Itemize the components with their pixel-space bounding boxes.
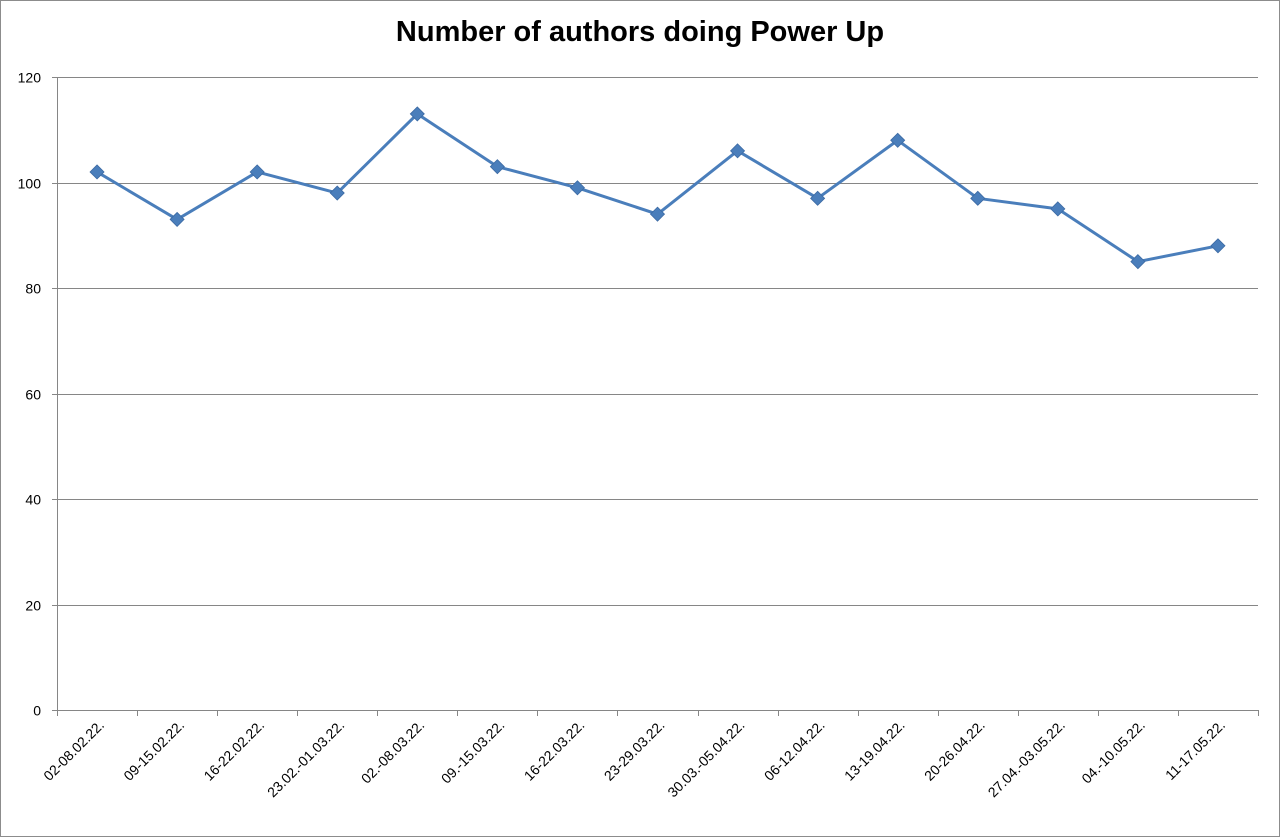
x-tick-label: 02-08.02.22. [40, 717, 107, 784]
data-point-marker [409, 106, 425, 122]
y-tick-label: 40 [25, 492, 41, 508]
data-point-marker [730, 143, 746, 159]
x-tick-label: 16-22.02.22. [200, 717, 267, 784]
x-tick-label: 20-26.04.22. [921, 717, 988, 784]
data-point-marker [810, 190, 826, 206]
data-point-marker [1210, 238, 1226, 254]
gridlines [57, 77, 1258, 606]
x-tick-label: 09.-15.03.22. [438, 717, 508, 787]
y-tick-label: 60 [25, 387, 41, 403]
x-tick-label: 23-29.03.22. [601, 717, 668, 784]
x-tick-label: 11-17.05.22. [1162, 717, 1228, 783]
y-tick-label: 80 [25, 281, 41, 297]
x-tick-label: 27.04.-03.05.22. [985, 717, 1068, 800]
data-point-marker [489, 159, 505, 175]
data-point-marker [89, 164, 105, 180]
x-tick-label: 16-22.03.22. [521, 717, 588, 784]
series-line [95, 112, 1220, 264]
data-point-marker [649, 206, 666, 222]
data-point-marker [249, 164, 265, 180]
chart-title: Number of authors doing Power Up [395, 16, 885, 48]
x-tick-label: 02.-08.03.22. [358, 717, 428, 787]
data-point-marker [890, 132, 906, 148]
x-tick-labels: 02-08.02.22. 09-15.02.22. 16-22.02.22.23.0… [40, 717, 1228, 800]
y-tick-label: 100 [18, 176, 42, 192]
x-tick-label: 23.02.-01.03.22. [264, 717, 347, 800]
y-tick-label: 120 [18, 70, 42, 86]
data-point-marker [329, 185, 345, 201]
x-tick-label: 30.03.-05.04.22. [664, 717, 747, 800]
x-tick-label: 06-12.04.22. [761, 717, 828, 784]
y-tick-labels: 0 20 40 60 80 100 120 [18, 70, 42, 719]
data-point-marker [970, 190, 986, 206]
x-tick-label: 04.-10.05.22. [1078, 717, 1148, 787]
x-tick-label: 09-15.02.22. [120, 717, 187, 784]
data-point-marker [569, 180, 585, 196]
series [89, 106, 1226, 270]
y-tick-label: 0 [33, 703, 41, 719]
data-point-marker [169, 211, 185, 227]
data-point-marker [1130, 254, 1146, 270]
axes [52, 77, 1259, 716]
x-tick-label: 13-19.04.22. [841, 717, 908, 784]
y-tick-label: 20 [25, 598, 41, 614]
data-point-marker [1050, 201, 1066, 217]
